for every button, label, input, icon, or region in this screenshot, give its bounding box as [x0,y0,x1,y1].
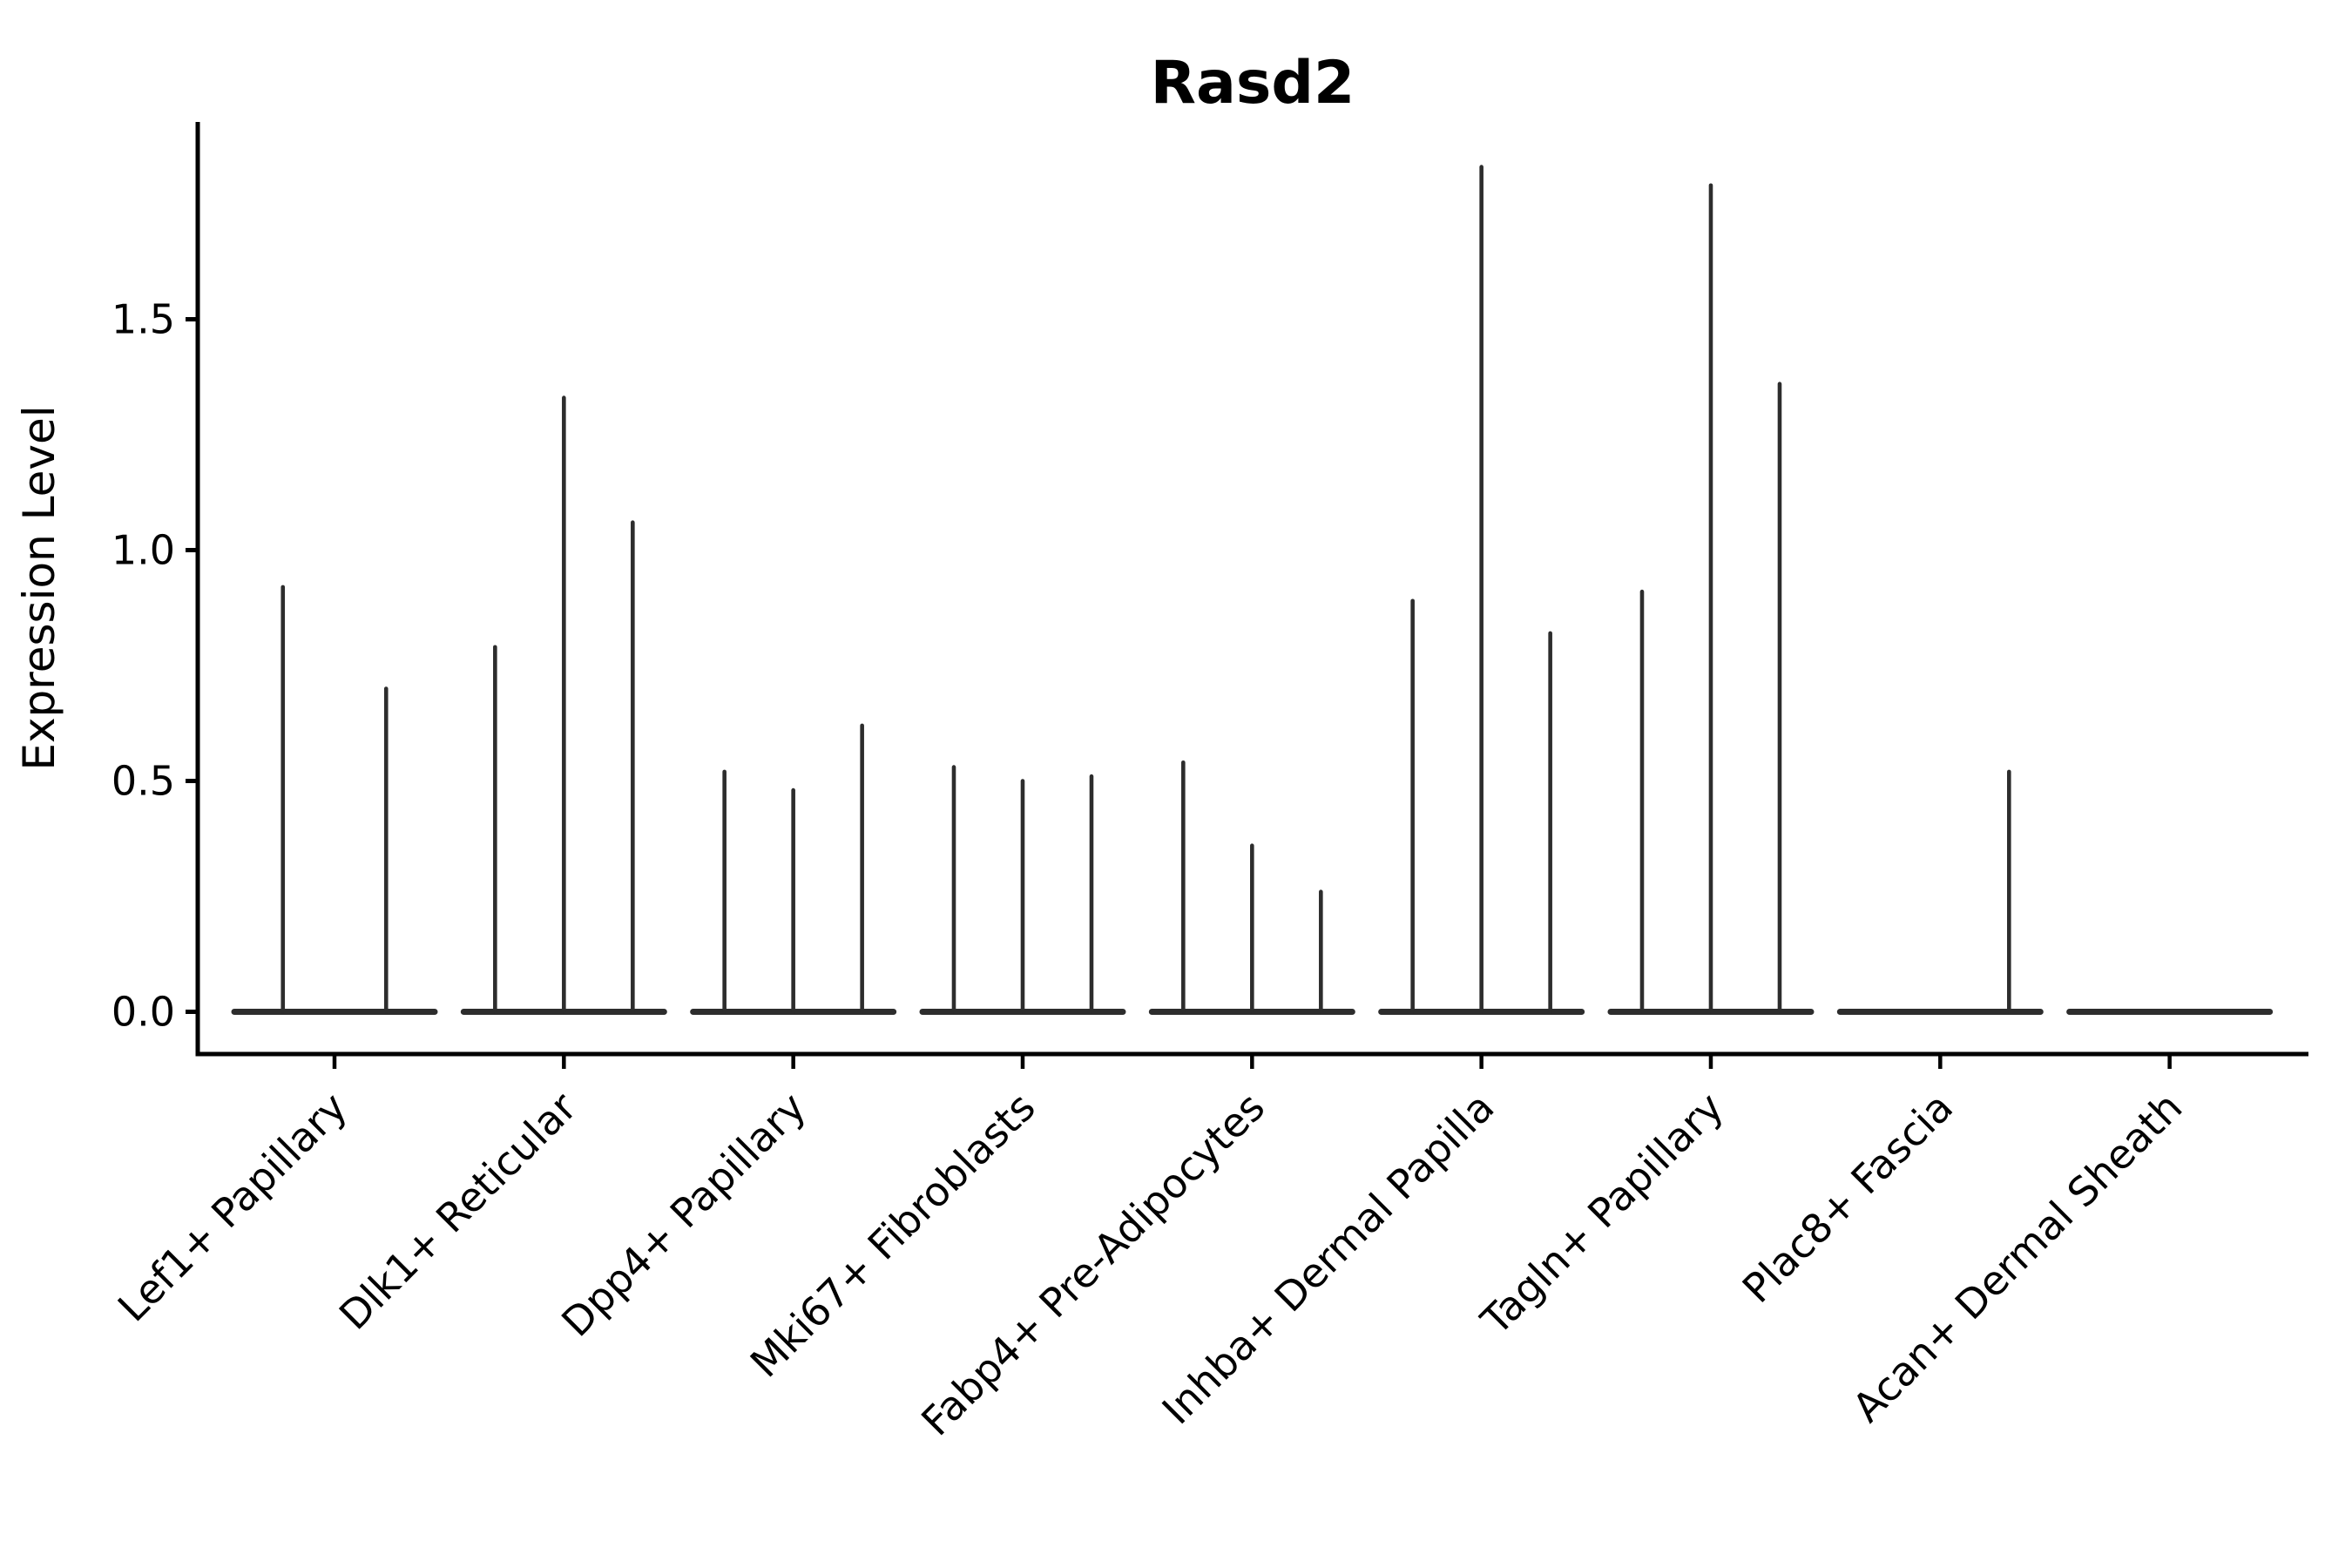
x-tick-label: Plac8+ Fascia [1734,1084,1962,1312]
x-tick-label: Tagln+ Papillary [1471,1084,1733,1345]
chart-title: Rasd2 [1151,49,1355,118]
y-tick-label: 1.0 [112,527,175,574]
y-axis-label: Expression Level [14,405,64,770]
y-tick-label: 0.0 [112,989,175,1036]
x-tick-label: Dlk1+ Reticular [330,1084,585,1339]
x-tick-label: Lef1+ Papillary [109,1084,356,1331]
y-tick-label: 1.5 [112,296,175,343]
y-tick-label: 0.5 [112,758,175,805]
x-tick-label: Dpp4+ Papillary [552,1084,814,1346]
